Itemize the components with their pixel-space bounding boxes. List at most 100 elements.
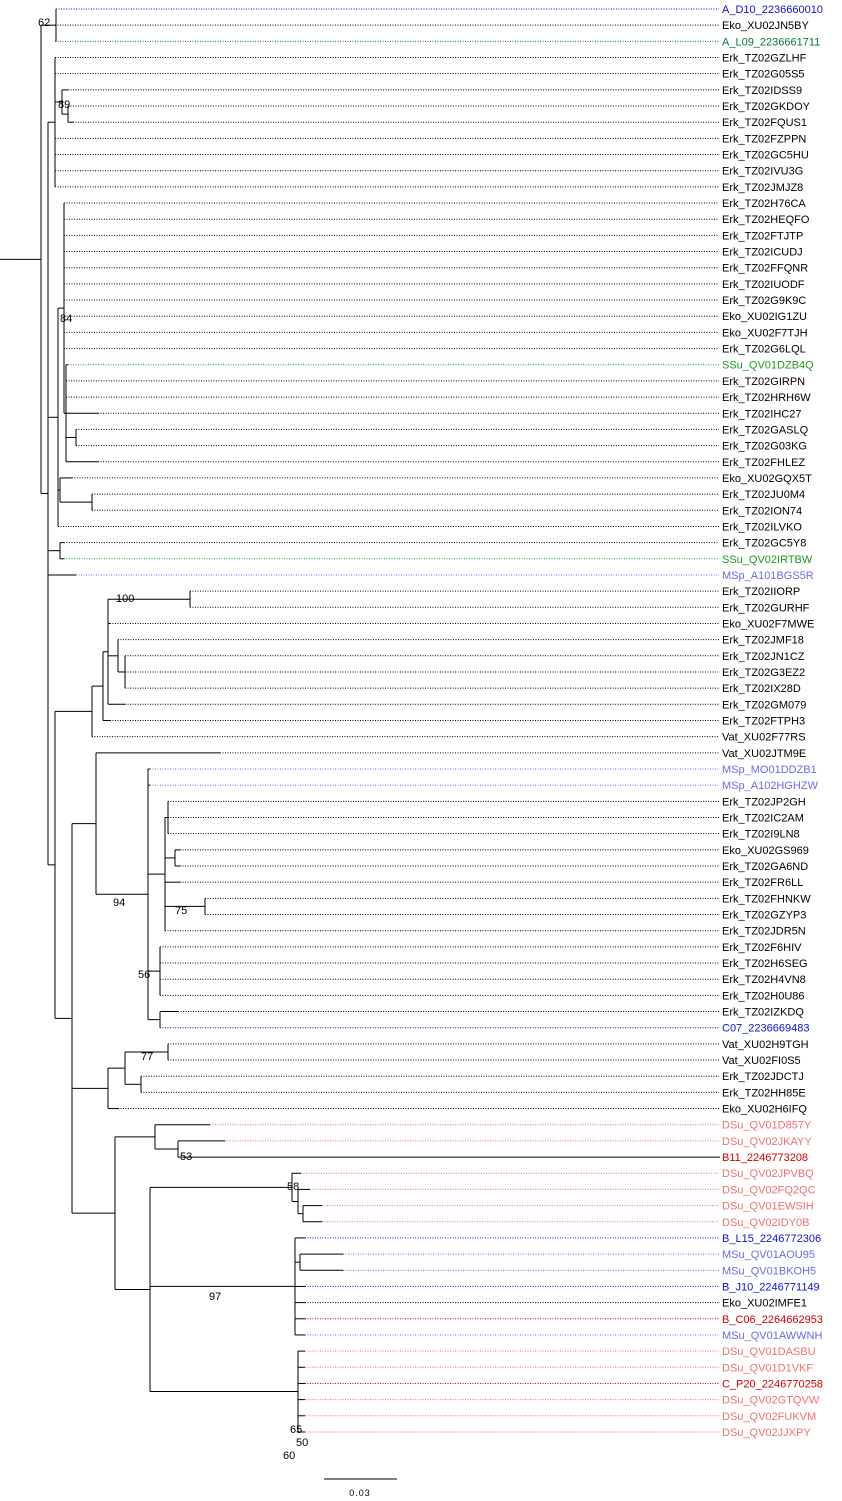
leaf-label: Erk_TZ02GZLHF xyxy=(722,53,807,65)
support-value: 77 xyxy=(141,1051,153,1063)
leaf-label: Erk_TZ02ICUDJ xyxy=(722,247,803,259)
leaf-label: MSp_MO01DDZB1 xyxy=(722,764,817,776)
leaf-label: Eko_XU02IMFE1 xyxy=(722,1298,807,1310)
leaf-label: DSu_QV02FUKVM xyxy=(722,1411,816,1423)
support-value: 56 xyxy=(138,969,150,981)
leaf-label: A_L09_2236661711 xyxy=(722,36,820,48)
leaf-label: Erk_TZ02FHNKW xyxy=(722,893,811,905)
leaf-label: B_C06_2264662953 xyxy=(722,1314,823,1326)
support-value: 53 xyxy=(180,1151,192,1163)
support-value: 100 xyxy=(116,593,134,605)
leaf-label: C07_2236669483 xyxy=(722,1023,809,1035)
leaf-label: Erk_TZ02G9K9C xyxy=(722,295,806,307)
leaf-label: Erk_TZ02IUODF xyxy=(722,279,805,291)
leaf-label: Erk_TZ02JN1CZ xyxy=(722,651,805,663)
leaf-label: DSu_QV01D1VKF xyxy=(722,1362,813,1374)
support-value: 60 xyxy=(283,1450,295,1462)
leaf-label: Erk_TZ02FHLEZ xyxy=(722,457,805,469)
support-value: 50 xyxy=(296,1437,308,1449)
leaf-label: Erk_TZ02GKDOY xyxy=(722,101,811,113)
leaf-label: Vat_XU02F77RS xyxy=(722,732,806,744)
leaf-label: Erk_TZ02I9LN8 xyxy=(722,829,800,841)
leaf-label: B11_2246773208 xyxy=(722,1152,808,1164)
leaf-label: Erk_TZ02H6SEG xyxy=(722,958,808,970)
leaf-label: DSu_QV01DASBU xyxy=(722,1346,816,1358)
leaf-label: DSu_QV02FQ2QC xyxy=(722,1184,816,1196)
leaf-label: Erk_TZ02GASLQ xyxy=(722,424,809,436)
leaf-label: Erk_TZ02F6HIV xyxy=(722,942,802,954)
leaf-label: Erk_TZ02IDSS9 xyxy=(722,85,802,97)
support-value: 97 xyxy=(209,1291,221,1303)
leaf-label: DSu_QV02JKAYY xyxy=(722,1136,812,1148)
leaf-label: Erk_TZ02IX28D xyxy=(722,683,801,695)
support-value: 89 xyxy=(58,99,70,111)
leaf-label: DSu_QV01D857Y xyxy=(722,1120,812,1132)
support-value: 94 xyxy=(113,897,125,909)
leaf-label: SSu_QV02IRTBW xyxy=(722,554,813,566)
leaf-label: Erk_TZ02GIRPN xyxy=(722,376,805,388)
leaf-label: Erk_TZ02FTJTP xyxy=(722,230,803,242)
leaf-label: Erk_TZ02G3EZ2 xyxy=(722,667,805,679)
leaf-label: B_L15_2246772306 xyxy=(722,1233,821,1245)
scale-bar: 0.03 xyxy=(324,1478,397,1498)
support-value: 58 xyxy=(287,1181,299,1193)
leaf-label: Erk_TZ02G6LQL xyxy=(722,344,806,356)
leaf-labels: A_D10_2236660010 Eko_XU02JN5BY A_L09_22366… xyxy=(722,4,823,1439)
leaf-label: Eko_XU02F7TJH xyxy=(722,327,808,339)
leaf-label: Erk_TZ02GC5HU xyxy=(722,150,809,162)
leaf-label: Erk_TZ02JU0M4 xyxy=(722,489,805,501)
support-value: 75 xyxy=(175,905,187,917)
support-value: 65 xyxy=(290,1424,302,1436)
leaf-label: Erk_TZ02GURHF xyxy=(722,602,810,614)
leaf-label: A_D10_2236660010 xyxy=(722,4,823,16)
leaf-label: Erk_TZ02FZPPN xyxy=(722,133,806,145)
leaf-label: Eko_XU02GS969 xyxy=(722,845,809,857)
leaf-label: Erk_TZ02GC5Y8 xyxy=(722,538,806,550)
leaf-label: Erk_TZ02H0U86 xyxy=(722,990,805,1002)
leaf-connector-lines xyxy=(55,8,719,1433)
leaf-label: Erk_TZ02IC2AM xyxy=(722,813,804,825)
leaf-label: Erk_TZ02H4VN8 xyxy=(722,974,806,986)
leaf-label: Erk_TZ02IHC27 xyxy=(722,408,801,420)
leaf-label: Erk_TZ02ILVKO xyxy=(722,521,802,533)
leaf-label: Erk_TZ02JDCTJ xyxy=(722,1071,804,1083)
leaf-label: Vat_XU02JTM9E xyxy=(722,748,806,760)
leaf-label: DSu_QV02GTQVW xyxy=(722,1395,820,1407)
leaf-label: Eko_XU02GQX5T xyxy=(722,473,812,485)
leaf-label: Erk_TZ02FTPH3 xyxy=(722,715,805,727)
leaf-label: Erk_TZ02IZKDQ xyxy=(722,1007,804,1019)
leaf-label: DSu_QV02IDY0B xyxy=(722,1217,809,1229)
leaf-label: Erk_TZ02HEQFO xyxy=(722,214,810,226)
support-value: 84 xyxy=(60,313,72,325)
leaf-label: Eko_XU02IG1ZU xyxy=(722,311,807,323)
leaf-label: Erk_TZ02GA6ND xyxy=(722,861,808,873)
leaf-label: Erk_TZ02IVU3G xyxy=(722,166,803,178)
leaf-label: DSu_QV02JJXPY xyxy=(722,1427,811,1439)
leaf-label: Eko_XU02JN5BY xyxy=(722,20,809,32)
leaf-label: Erk_TZ02JDR5N xyxy=(722,926,806,938)
leaf-label: MSp_A101BGS5R xyxy=(722,570,814,582)
leaf-label: MSu_QV01AWWNH xyxy=(722,1330,823,1342)
leaf-label: Vat_XU02H9TGH xyxy=(722,1039,809,1051)
leaf-label: Erk_TZ02HH85E xyxy=(722,1087,806,1099)
leaf-label: Erk_TZ02G03KG xyxy=(722,441,807,453)
leaf-label: Eko_XU02H6IFQ xyxy=(722,1104,807,1116)
leaf-label: Erk_TZ02ION74 xyxy=(722,505,802,517)
leaf-label: Erk_TZ02JP2GH xyxy=(722,796,806,808)
leaf-label: Erk_TZ02H76CA xyxy=(722,198,806,210)
scale-bar-label: 0.03 xyxy=(349,1488,371,1498)
leaf-label: DSu_QV01EWSIH xyxy=(722,1201,814,1213)
leaf-label: Erk_TZ02JMF18 xyxy=(722,635,804,647)
support-value: 62 xyxy=(38,17,50,29)
leaf-label: Erk_TZ02FFQNR xyxy=(722,263,808,275)
leaf-label: B_J10_2246771149 xyxy=(722,1281,820,1293)
leaf-label: MSu_QV01BKOH5 xyxy=(722,1265,816,1277)
leaf-label: Erk_TZ02HRH6W xyxy=(722,392,811,404)
leaf-label: SSu_QV01DZB4Q xyxy=(722,360,814,372)
leaf-label: C_P20_2246770258 xyxy=(722,1378,823,1390)
leaf-label: MSp_A102HGHZW xyxy=(722,780,819,792)
leaf-label: Erk_TZ02JMJZ8 xyxy=(722,182,803,194)
leaf-label: Erk_TZ02IIORP xyxy=(722,586,800,598)
